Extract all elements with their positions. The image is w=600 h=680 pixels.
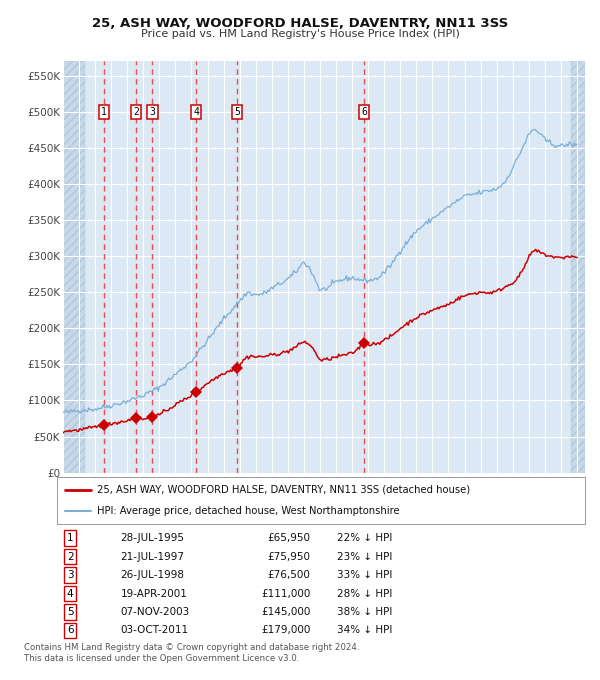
Text: 23% ↓ HPI: 23% ↓ HPI [337, 551, 392, 562]
Text: 33% ↓ HPI: 33% ↓ HPI [337, 570, 392, 580]
Text: 19-APR-2001: 19-APR-2001 [121, 588, 187, 598]
Text: £65,950: £65,950 [268, 533, 310, 543]
Text: £179,000: £179,000 [261, 626, 310, 635]
Bar [63, 61, 85, 473]
Text: 07-NOV-2003: 07-NOV-2003 [121, 607, 190, 617]
Text: 34% ↓ HPI: 34% ↓ HPI [337, 626, 392, 635]
Text: 28-JUL-1995: 28-JUL-1995 [121, 533, 184, 543]
Text: 28% ↓ HPI: 28% ↓ HPI [337, 588, 392, 598]
Text: £145,000: £145,000 [261, 607, 310, 617]
Text: 21-JUL-1997: 21-JUL-1997 [121, 551, 184, 562]
Text: HPI: Average price, detached house, West Northamptonshire: HPI: Average price, detached house, West… [97, 506, 399, 516]
Text: 5: 5 [235, 107, 240, 117]
Text: 1: 1 [101, 107, 107, 117]
Text: 2: 2 [67, 551, 74, 562]
Bar [571, 61, 585, 473]
Text: Contains HM Land Registry data © Crown copyright and database right 2024.: Contains HM Land Registry data © Crown c… [24, 643, 359, 651]
Text: 38% ↓ HPI: 38% ↓ HPI [337, 607, 392, 617]
Text: This data is licensed under the Open Government Licence v3.0.: This data is licensed under the Open Gov… [24, 654, 299, 663]
Text: 3: 3 [149, 107, 155, 117]
Text: Price paid vs. HM Land Registry's House Price Index (HPI): Price paid vs. HM Land Registry's House … [140, 29, 460, 39]
Text: 5: 5 [67, 607, 74, 617]
Text: £111,000: £111,000 [261, 588, 310, 598]
Text: 25, ASH WAY, WOODFORD HALSE, DAVENTRY, NN11 3SS (detached house): 25, ASH WAY, WOODFORD HALSE, DAVENTRY, N… [97, 485, 470, 495]
Text: £76,500: £76,500 [268, 570, 310, 580]
Text: 26-JUL-1998: 26-JUL-1998 [121, 570, 184, 580]
Text: 6: 6 [361, 107, 367, 117]
Text: 6: 6 [67, 626, 74, 635]
Text: 22% ↓ HPI: 22% ↓ HPI [337, 533, 392, 543]
Text: 4: 4 [193, 107, 199, 117]
Text: 1: 1 [67, 533, 74, 543]
Text: 3: 3 [67, 570, 74, 580]
Text: 03-OCT-2011: 03-OCT-2011 [121, 626, 188, 635]
Text: £75,950: £75,950 [268, 551, 310, 562]
Text: 4: 4 [67, 588, 74, 598]
Text: 2: 2 [133, 107, 139, 117]
Bar [571, 61, 585, 473]
Bar [63, 61, 85, 473]
Text: 25, ASH WAY, WOODFORD HALSE, DAVENTRY, NN11 3SS: 25, ASH WAY, WOODFORD HALSE, DAVENTRY, N… [92, 17, 508, 30]
